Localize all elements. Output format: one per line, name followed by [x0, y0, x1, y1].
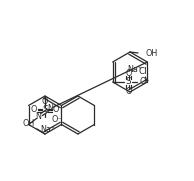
Text: S: S — [126, 77, 132, 87]
Text: O: O — [42, 96, 48, 106]
Text: OH: OH — [146, 49, 158, 58]
Text: O: O — [126, 87, 132, 96]
Text: OH: OH — [23, 119, 35, 129]
Text: N: N — [36, 112, 42, 121]
Text: Cl: Cl — [138, 66, 147, 75]
Text: Na⁺: Na⁺ — [40, 125, 55, 134]
Text: O⁻: O⁻ — [140, 77, 150, 87]
Text: O: O — [31, 106, 37, 115]
Text: Na⁺: Na⁺ — [127, 66, 142, 75]
Text: O⁻: O⁻ — [51, 115, 62, 123]
Text: O: O — [126, 68, 132, 77]
Text: S: S — [42, 106, 48, 115]
Text: N: N — [48, 104, 54, 113]
Text: O: O — [53, 106, 59, 115]
